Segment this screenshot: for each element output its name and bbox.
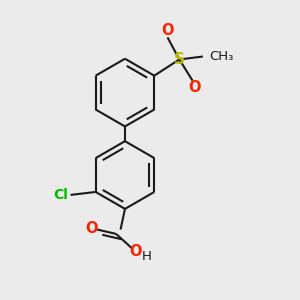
Text: Cl: Cl (53, 188, 68, 202)
Text: O: O (129, 244, 142, 259)
Text: O: O (161, 23, 174, 38)
Text: O: O (85, 221, 98, 236)
Text: CH₃: CH₃ (209, 50, 233, 63)
Text: S: S (174, 52, 185, 67)
Text: H: H (142, 250, 152, 262)
Text: O: O (188, 80, 200, 94)
